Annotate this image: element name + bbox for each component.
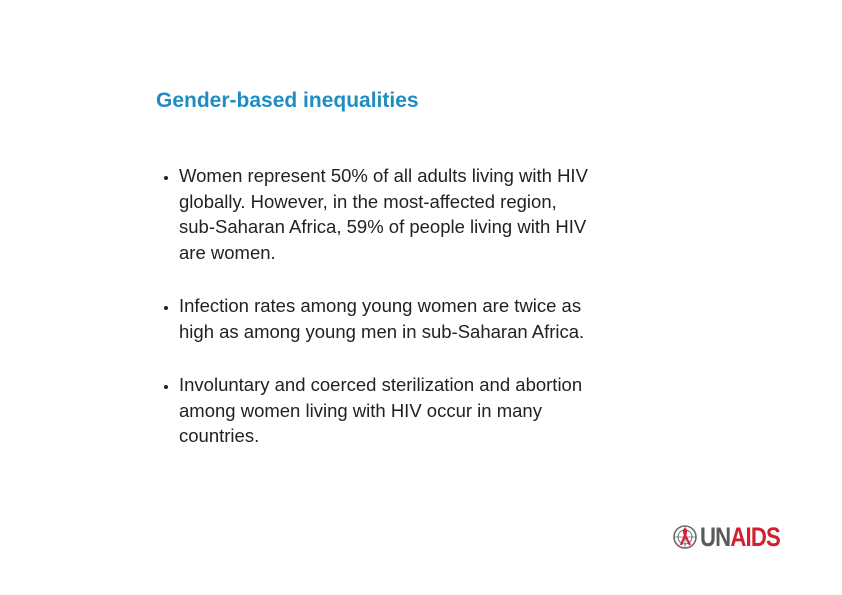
bullet-line: sub-Saharan Africa, 59% of people living…	[179, 216, 587, 237]
bullet-line: among women living with HIV occur in man…	[179, 399, 542, 421]
bullet-line: globally. However, in the most-affected …	[179, 190, 557, 212]
unaids-logo: UNAIDS	[672, 521, 797, 553]
logo-aids: AIDS	[730, 522, 780, 552]
bullet-item: Infection rates among young women are tw…	[179, 293, 588, 344]
bullet-item: Involuntary and coerced sterilization an…	[179, 372, 588, 449]
bullet-line: Infection rates among young women are tw…	[179, 295, 582, 316]
bullet-line: countries.	[179, 425, 260, 446]
bullet-line: Involuntary and coerced sterilization an…	[179, 374, 583, 395]
bullet-line: are women.	[179, 241, 276, 263]
bullet-list: Women represent 50% of all adults living…	[179, 163, 588, 477]
bullet-line: Women represent 50% of all adults living…	[179, 165, 588, 186]
logo-un: UN	[700, 522, 731, 552]
bullet-item: Women represent 50% of all adults living…	[179, 163, 588, 265]
logo-wordmark: UNAIDS	[700, 521, 781, 553]
slide-title: Gender-based inequalities	[156, 89, 419, 112]
un-emblem	[673, 525, 697, 549]
bullet-line: high as among young men in sub-Saharan A…	[179, 320, 585, 342]
